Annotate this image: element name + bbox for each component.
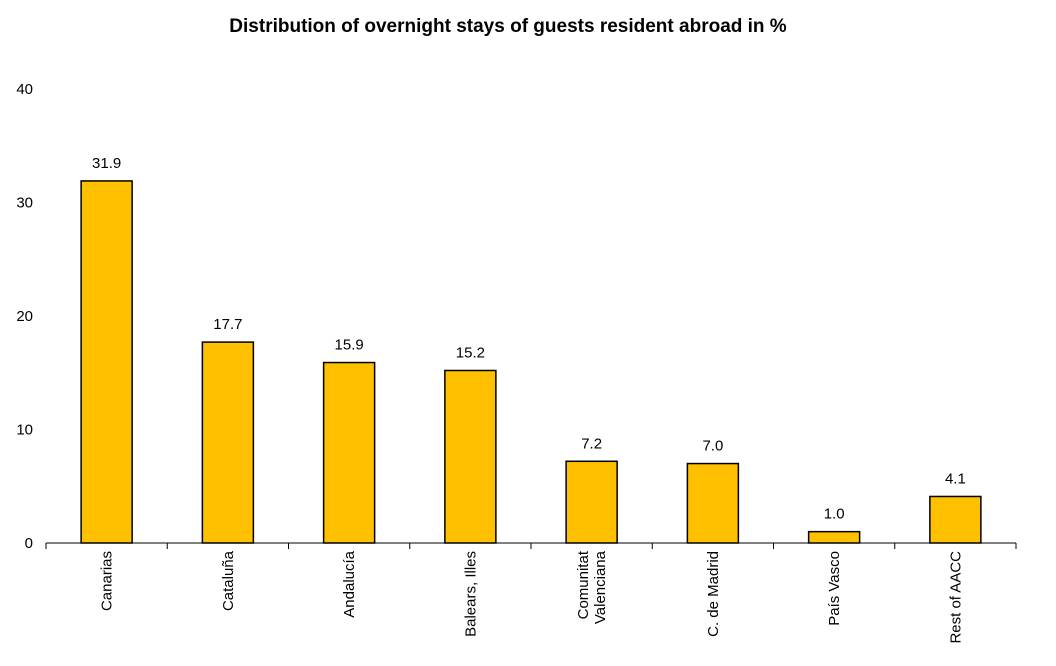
x-tick-label-line: Valenciana [592,550,609,624]
x-tick-label: Andalucía [341,550,358,617]
bar [686,462,740,544]
y-tick-label: 30 [16,195,33,212]
y-axis: 0 10 20 30 40 [16,81,33,552]
bar [80,180,133,544]
x-tick-label: Comunitat Valenciana [575,550,609,624]
x-tick-label: Balears, Illes [462,551,479,637]
data-label: 17.7 [213,316,242,333]
x-tick-label-line: Rest of AACC [947,551,964,644]
value-labels: 31.9 17.7 15.9 15.2 7.2 7.0 1.0 4.1 [92,155,966,523]
data-label: 31.9 [92,155,121,172]
bar [929,495,982,544]
y-tick-label: 10 [16,422,33,439]
bar [322,361,376,544]
x-tick-label-line: C. de Madrid [705,551,722,637]
y-tick-label: 40 [16,81,33,98]
x-tick-label-line: Andalucía [341,550,358,617]
data-label: 4.1 [945,470,966,487]
chart-title: Distribution of overnight stays of guest… [229,16,787,37]
x-tick-label: Canarias [99,551,116,611]
bar [565,460,618,544]
y-tick-label: 20 [16,308,33,325]
x-tick-label-line: País Vasco [826,551,843,626]
x-tick-label: Cataluña [220,550,237,611]
x-axis: Canarias Cataluña Andalucía Balears, Illes C… [45,542,1017,644]
x-tick-label-line: Balears, Illes [462,551,479,637]
x-tick-label: País Vasco [826,551,843,626]
data-label: 15.9 [335,337,364,354]
x-tick-label-line: Comunitat [575,550,592,619]
data-label: 15.2 [456,344,485,361]
bars [80,180,982,544]
x-tick-label-line: Cataluña [220,550,237,611]
data-label: 7.2 [581,435,602,452]
x-tick-label-line: Canarias [99,551,116,611]
y-tick-label: 0 [25,535,33,552]
bar [444,369,497,544]
x-tick-label: C. de Madrid [705,551,722,637]
bar [201,341,255,544]
bar [807,530,861,544]
x-tick-label: Rest of AACC [947,551,964,644]
data-label: 1.0 [824,506,845,523]
data-label: 7.0 [702,438,723,455]
